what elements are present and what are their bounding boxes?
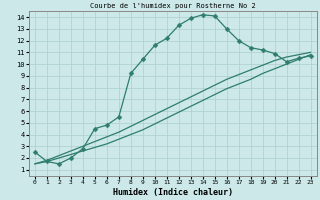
Title: Courbe de l'humidex pour Rostherne No 2: Courbe de l'humidex pour Rostherne No 2 [90, 3, 256, 9]
X-axis label: Humidex (Indice chaleur): Humidex (Indice chaleur) [113, 188, 233, 197]
